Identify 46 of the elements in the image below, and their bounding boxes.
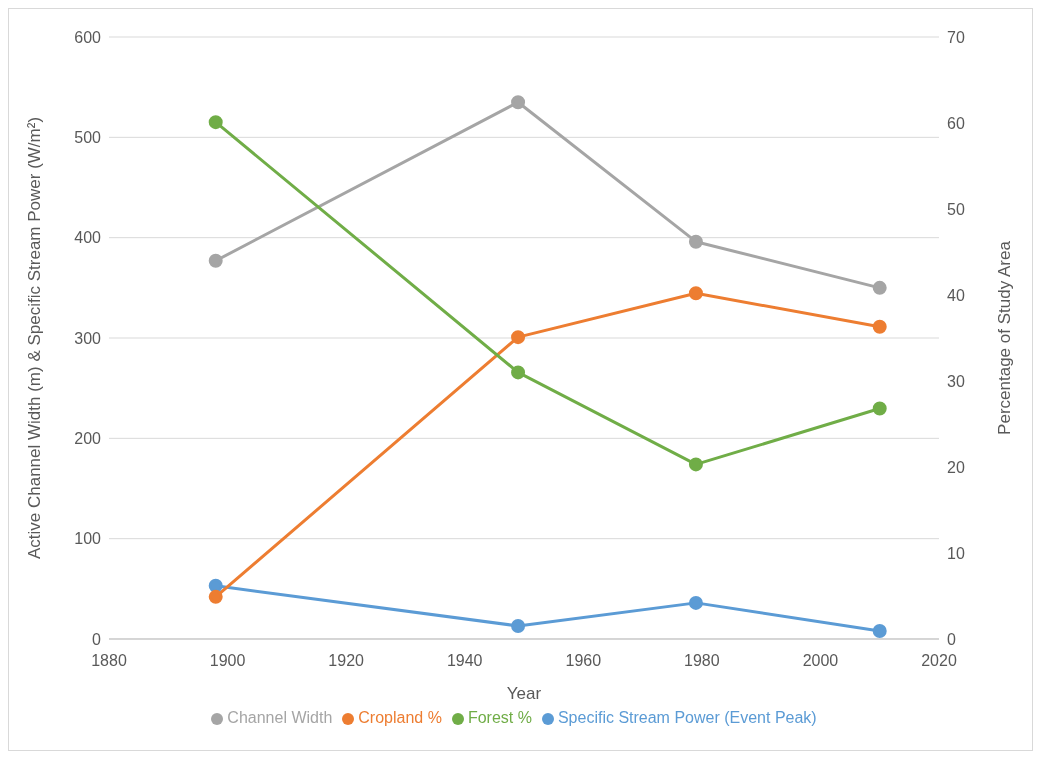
point <box>208 589 223 604</box>
point <box>688 457 703 472</box>
point <box>872 319 887 334</box>
point <box>511 330 526 345</box>
point <box>208 115 223 130</box>
point <box>511 365 526 380</box>
x-tick-label: 2000 <box>802 652 839 670</box>
y2-tick-label: 20 <box>947 458 965 476</box>
y2-tick-label: 50 <box>947 200 965 218</box>
x-tick-label: 1980 <box>684 652 720 670</box>
y-tick-label: 200 <box>74 430 102 448</box>
y2-tick-label: 60 <box>947 114 965 132</box>
y2-tick-label: 10 <box>947 544 965 562</box>
y2-tick-label: 70 <box>947 28 965 46</box>
y2-axis-title: Percentage of Study Area <box>995 240 1015 435</box>
x-tick-label: 2020 <box>921 652 957 670</box>
x-tick-label: 1920 <box>328 652 365 670</box>
y2-tick-label: 30 <box>947 372 965 390</box>
legend-label: Specific Stream Power (Event Peak) <box>557 709 817 726</box>
point <box>872 623 887 638</box>
point <box>511 618 526 633</box>
y-tick-label: 0 <box>92 630 102 648</box>
y2-tick-label: 40 <box>947 286 965 304</box>
point <box>208 253 223 268</box>
y2-tick-label: 0 <box>947 630 956 648</box>
legend-label: Cropland % <box>358 709 442 726</box>
point <box>688 234 703 249</box>
y-tick-label: 400 <box>74 229 102 247</box>
y-tick-label: 600 <box>74 28 102 46</box>
y-axis-title: Active Channel Width (m) & Specific Stream Power (W/m²) <box>25 116 45 560</box>
point <box>208 578 223 593</box>
legend-label: Channel Width <box>227 709 333 726</box>
x-tick-label: 1900 <box>209 652 246 670</box>
point <box>872 280 887 295</box>
y-tick-label: 500 <box>74 129 102 147</box>
point <box>688 286 703 301</box>
x-tick-label: 1960 <box>565 652 602 670</box>
point <box>688 595 703 610</box>
legend-label: Forest % <box>467 709 532 726</box>
point <box>511 95 526 110</box>
x-tick-label: 1940 <box>446 652 483 670</box>
point <box>872 401 887 416</box>
y-tick-label: 300 <box>74 329 102 347</box>
y-tick-label: 100 <box>74 530 102 548</box>
x-tick-label: 1880 <box>91 652 127 670</box>
x-axis-title: Year <box>506 684 542 703</box>
